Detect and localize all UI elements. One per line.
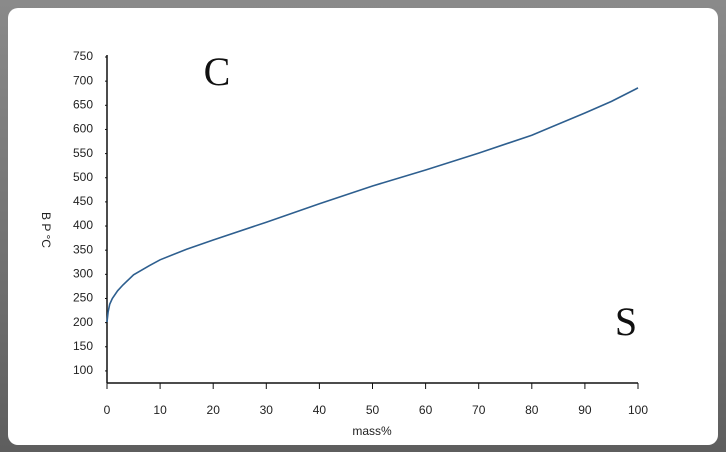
y-tick-label: 100: [73, 363, 93, 377]
x-tick-label: 80: [525, 403, 539, 417]
y-tick-label: 550: [73, 146, 93, 160]
x-tick-label: 30: [260, 403, 274, 417]
x-axis-label: mass%: [352, 424, 392, 438]
annotation: C: [204, 49, 231, 94]
y-tick-label: 350: [73, 242, 93, 256]
data-line: [106, 87, 639, 323]
y-tick-label: 500: [73, 170, 93, 184]
y-tick-label: 300: [73, 267, 93, 281]
x-tick-label: 20: [207, 403, 221, 417]
y-tick-label: 600: [73, 122, 93, 136]
annotation: S: [615, 299, 637, 344]
x-tick-label: 90: [578, 403, 592, 417]
y-tick-label: 750: [73, 49, 93, 63]
y-tick-label: 700: [73, 73, 93, 87]
y-tick-label: 650: [73, 97, 93, 111]
x-tick-label: 60: [419, 403, 433, 417]
y-tick-label: 150: [73, 339, 93, 353]
x-tick-label: 10: [153, 403, 167, 417]
x-tick-label: 40: [313, 403, 327, 417]
panel: [8, 8, 718, 445]
y-tick-label: 250: [73, 291, 93, 305]
x-tick-label: 50: [366, 403, 380, 417]
y-tick-label: 450: [73, 194, 93, 208]
y-axis-label: B P °C: [39, 212, 53, 248]
x-tick-label: 0: [104, 403, 111, 417]
y-tick-label: 200: [73, 315, 93, 329]
y-tick-label: 400: [73, 218, 93, 232]
x-tick-label: 100: [628, 403, 648, 417]
x-tick-label: 70: [472, 403, 486, 417]
